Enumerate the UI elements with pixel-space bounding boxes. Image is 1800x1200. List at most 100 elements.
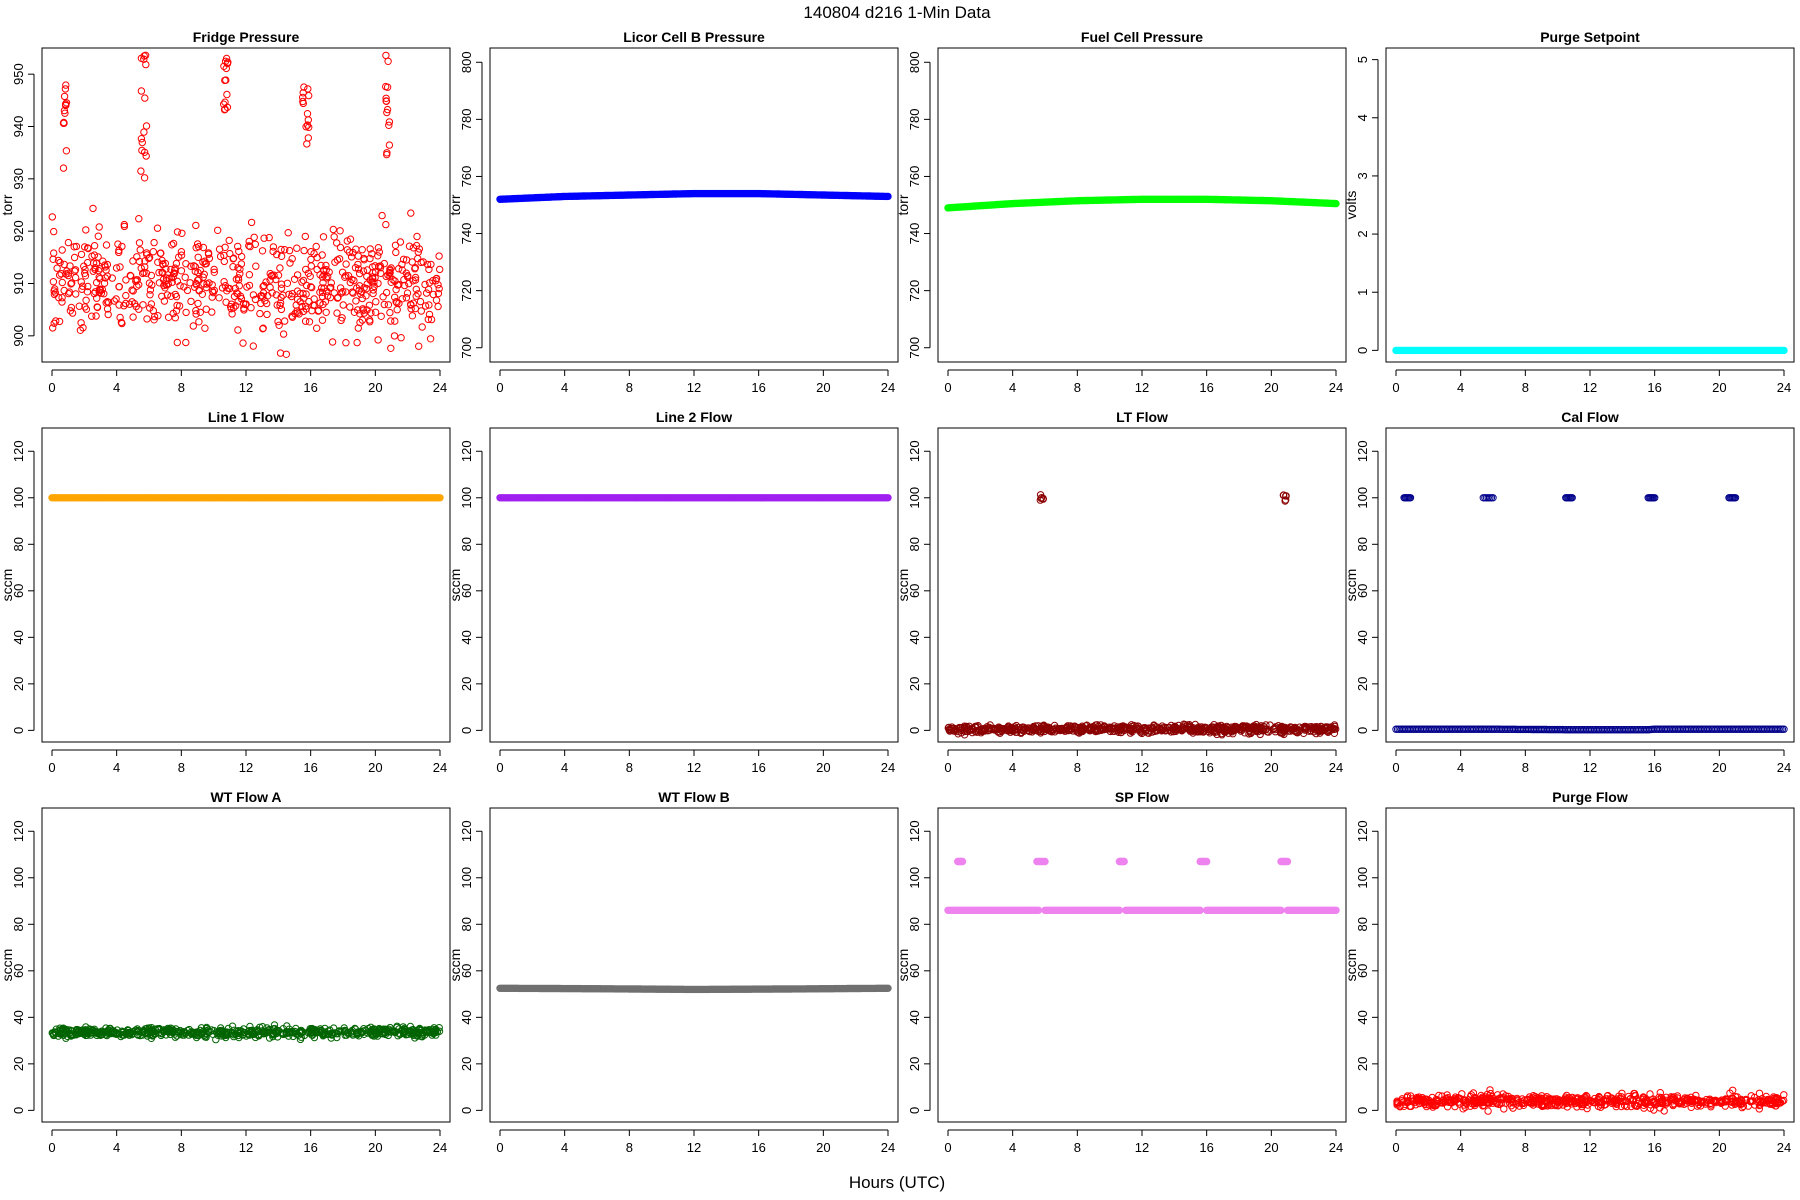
data-point [143,315,151,323]
data-point [390,332,399,340]
data-point [89,204,97,213]
data-point [354,265,363,273]
data-point [141,51,150,59]
data-point [61,85,70,93]
x-tick-label: 0 [496,1140,503,1155]
data-point [173,338,182,347]
data-point [177,248,186,256]
data-point [194,299,202,308]
data-point [75,302,84,310]
data-point [62,99,71,107]
data-point [408,258,416,266]
data-point [349,289,357,297]
plot-frame [489,47,899,363]
data-point [1277,906,1285,914]
data-point [277,305,286,314]
data-point [183,286,192,295]
data-point [884,494,892,502]
data-point [358,246,366,254]
y-axis-label: torr [447,194,463,215]
data-point [391,317,399,325]
y-tick-label: 700 [459,337,474,359]
data-point [310,295,318,303]
data-point [58,246,66,254]
x-axis: 0 4 8 12 16 20 24 [1392,749,1791,775]
data-point [182,308,190,317]
data-point [270,271,278,279]
y-tick-label: 100 [907,867,922,889]
data-point [304,134,312,142]
data-point [357,287,366,296]
y-tick-label: 100 [11,487,26,509]
data-point [223,90,231,99]
data-point [414,254,422,263]
data-point [71,266,80,274]
data-point [199,258,207,266]
y-tick-label: 40 [11,630,26,644]
y-tick-label: 800 [907,51,922,73]
data-point [90,242,99,250]
data-point [235,282,244,290]
data-point [50,227,58,236]
data-point [72,290,80,298]
data-point [158,292,166,300]
data-point [342,339,350,347]
data-point [192,221,200,230]
data-point [346,303,354,311]
x-tick-label: 16 [303,380,317,395]
data-point [429,277,437,285]
data-point [370,282,378,291]
y-tick-label: 950 [11,63,26,85]
data-point [375,262,383,271]
y-tick-label: 80 [459,917,474,931]
data-point [259,324,267,332]
data-point [429,290,437,299]
data-point [193,240,202,248]
data-point [137,87,146,95]
x-tick-label: 12 [1583,1140,1597,1155]
plot-frame [937,807,1347,1123]
data-point [382,272,390,281]
data-point [60,92,69,101]
data-point [386,265,394,273]
data-point [435,284,443,293]
data-point [115,301,123,309]
data-point [116,263,124,271]
data-point [366,318,374,326]
data-point [425,301,433,309]
y-tick-label: 60 [1355,584,1370,598]
data-point [146,286,155,294]
data-point [293,244,301,252]
data-point [352,297,360,305]
data-point [187,297,195,306]
data-point [208,293,216,301]
data-point [407,305,415,313]
data-point [415,342,423,350]
plot-frame [41,807,451,1123]
data-point [227,300,236,308]
x-tick-label: 12 [1135,380,1149,395]
x-tick-label: 8 [626,1140,633,1155]
data-points [496,189,892,204]
x-tick-label: 20 [368,1140,382,1155]
data-point [303,140,311,148]
data-point [155,268,163,277]
data-point [135,239,144,247]
data-point [367,309,375,317]
data-point [140,128,148,136]
data-point [115,283,124,291]
data-point [353,284,361,292]
data-point [61,109,69,117]
data-point [187,262,195,270]
data-point [176,282,184,290]
data-point [327,283,335,292]
data-point [434,281,442,289]
x-tick-label: 16 [751,760,765,775]
data-point [286,259,294,267]
data-point [249,291,258,299]
data-point [1196,906,1204,914]
data-point [355,269,364,278]
